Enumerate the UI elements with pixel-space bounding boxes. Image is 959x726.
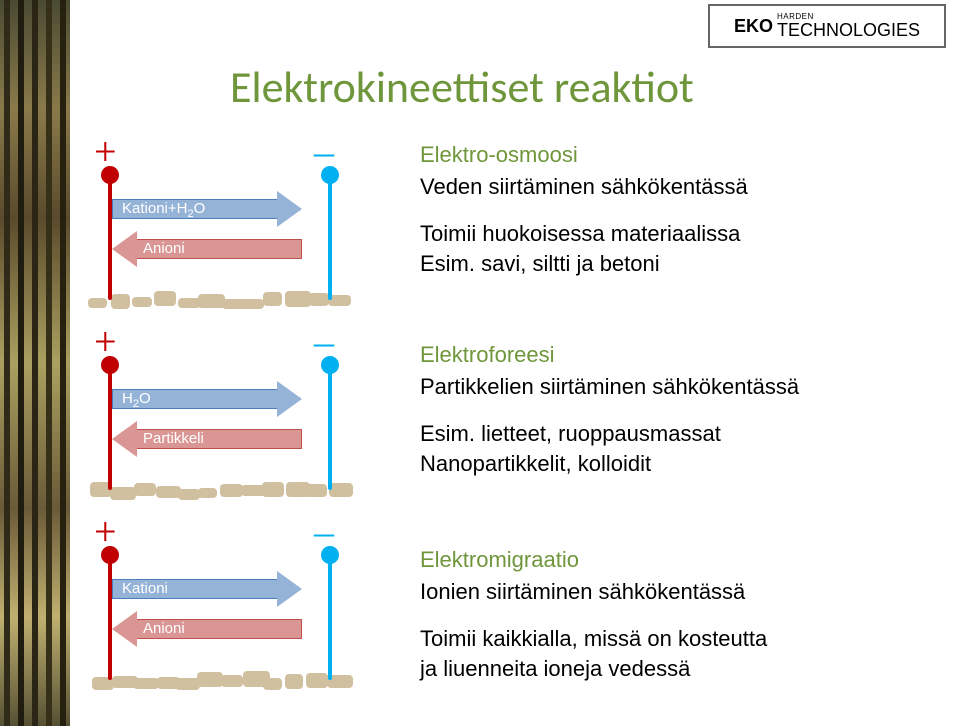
text-heading: Elektroforeesi: [420, 340, 799, 370]
ground: [90, 670, 350, 690]
logo-eko: EKO: [734, 16, 773, 37]
logo-harden: HARDEN: [777, 13, 814, 21]
arrow: Anioni: [112, 615, 302, 643]
page-title: Elektrokineettiset reaktiot: [230, 60, 694, 114]
logo-tech: TECHNOLOGIES: [777, 21, 920, 39]
diagram-cell: +–H2OPartikkeli: [90, 330, 350, 500]
text-block: Elektro-osmoosiVeden siirtäminen sähköke…: [420, 140, 748, 278]
text-line: Toimii kaikkialla, missä on kosteutta: [420, 624, 767, 654]
text-line: Toimii huokoisessa materiaalissa: [420, 219, 748, 249]
arrow: Partikkeli: [112, 425, 302, 453]
ground: [90, 290, 350, 310]
arrow: Anioni: [112, 235, 302, 263]
cathode: [328, 360, 332, 490]
cathode: [328, 550, 332, 680]
arrow: Kationi+H2O: [112, 195, 302, 223]
plus-sign: +: [94, 132, 117, 172]
minus-sign: –: [314, 512, 334, 552]
text-heading: Elektromigraatio: [420, 545, 767, 575]
text-line: Veden siirtäminen sähkökentässä: [420, 172, 748, 202]
text-line: Nanopartikkelit, kolloidit: [420, 449, 799, 479]
text-heading: Elektro-osmoosi: [420, 140, 748, 170]
arrow: H2O: [112, 385, 302, 413]
text-block: ElektromigraatioIonien siirtäminen sähkö…: [420, 545, 767, 683]
ground: [90, 480, 350, 500]
cathode: [328, 170, 332, 300]
minus-sign: –: [314, 322, 334, 362]
text-line: Ionien siirtäminen sähkökentässä: [420, 577, 767, 607]
minus-sign: –: [314, 132, 334, 172]
arrow: Kationi: [112, 575, 302, 603]
text-block: ElektroforeesiPartikkelien siirtäminen s…: [420, 340, 799, 478]
text-line: Partikkelien siirtäminen sähkökentässä: [420, 372, 799, 402]
diagram-cell: +–KationiAnioni: [90, 520, 350, 690]
text-line: Esim. lietteet, ruoppausmassat: [420, 419, 799, 449]
text-line: Esim. savi, siltti ja betoni: [420, 249, 748, 279]
logo-box: EKO HARDEN TECHNOLOGIES: [708, 4, 946, 48]
text-line: ja liuenneita ioneja vedessä: [420, 654, 767, 684]
plus-sign: +: [94, 322, 117, 362]
diagram-cell: +–Kationi+H2OAnioni: [90, 140, 350, 310]
forest-background: [0, 0, 70, 726]
plus-sign: +: [94, 512, 117, 552]
